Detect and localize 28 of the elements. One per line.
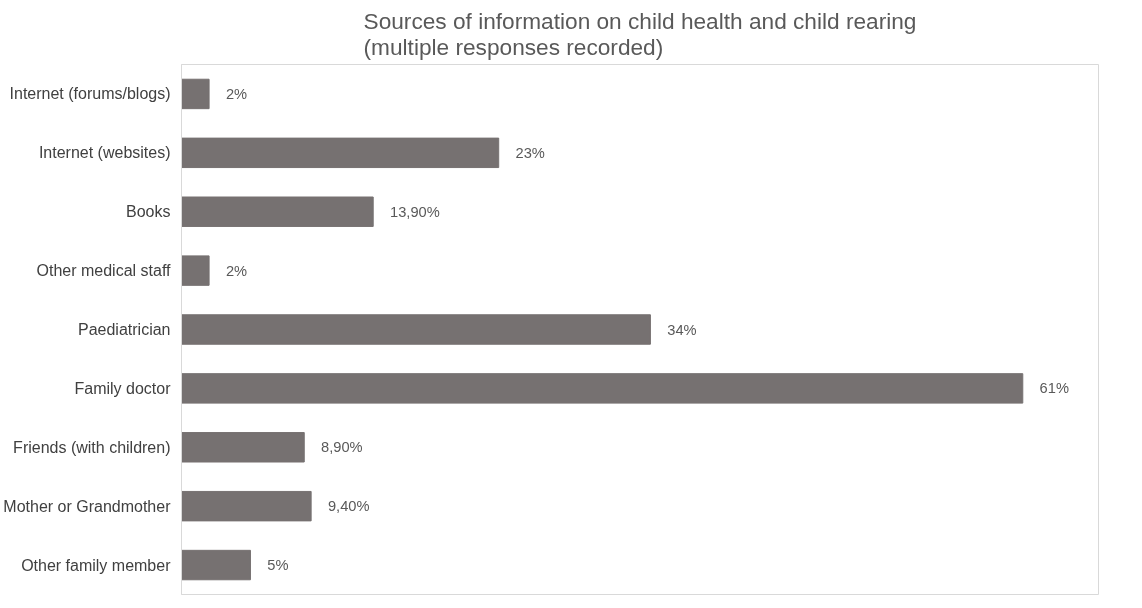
y-tick-label: Internet (websites) xyxy=(38,144,171,162)
data-label: 2% xyxy=(225,85,248,102)
bar xyxy=(181,314,651,345)
y-tick-label: Books xyxy=(126,203,171,221)
data-label: 8,90% xyxy=(321,439,363,456)
data-label: 23% xyxy=(515,144,545,161)
bar xyxy=(181,490,312,522)
y-tick-label: Mother or Grandmother xyxy=(3,497,172,515)
data-label: 61% xyxy=(1039,380,1069,397)
bar xyxy=(181,137,500,169)
y-tick-label: Other medical staff xyxy=(36,262,172,280)
bar xyxy=(181,255,210,286)
bar xyxy=(181,373,1024,404)
y-tick-label: Internet (forums/blogs) xyxy=(9,85,171,103)
data-label: 9,40% xyxy=(327,498,370,515)
y-tick-label: Paediatrician xyxy=(78,321,171,338)
data-label: 5% xyxy=(267,557,289,574)
y-tick-label: Other family member xyxy=(21,556,172,574)
y-tick-label: Friends (with children) xyxy=(13,438,171,456)
bar xyxy=(181,549,251,581)
data-label: 34% xyxy=(667,321,697,338)
data-label: 13,90% xyxy=(390,203,440,220)
chart-title: Sources of information on child health and child rearing (multiple responses recorded) xyxy=(363,7,917,60)
bar xyxy=(181,432,305,463)
bar xyxy=(181,78,210,110)
data-label: 2% xyxy=(225,262,248,279)
bar xyxy=(181,196,374,227)
y-tick-label: Family doctor xyxy=(74,379,172,397)
